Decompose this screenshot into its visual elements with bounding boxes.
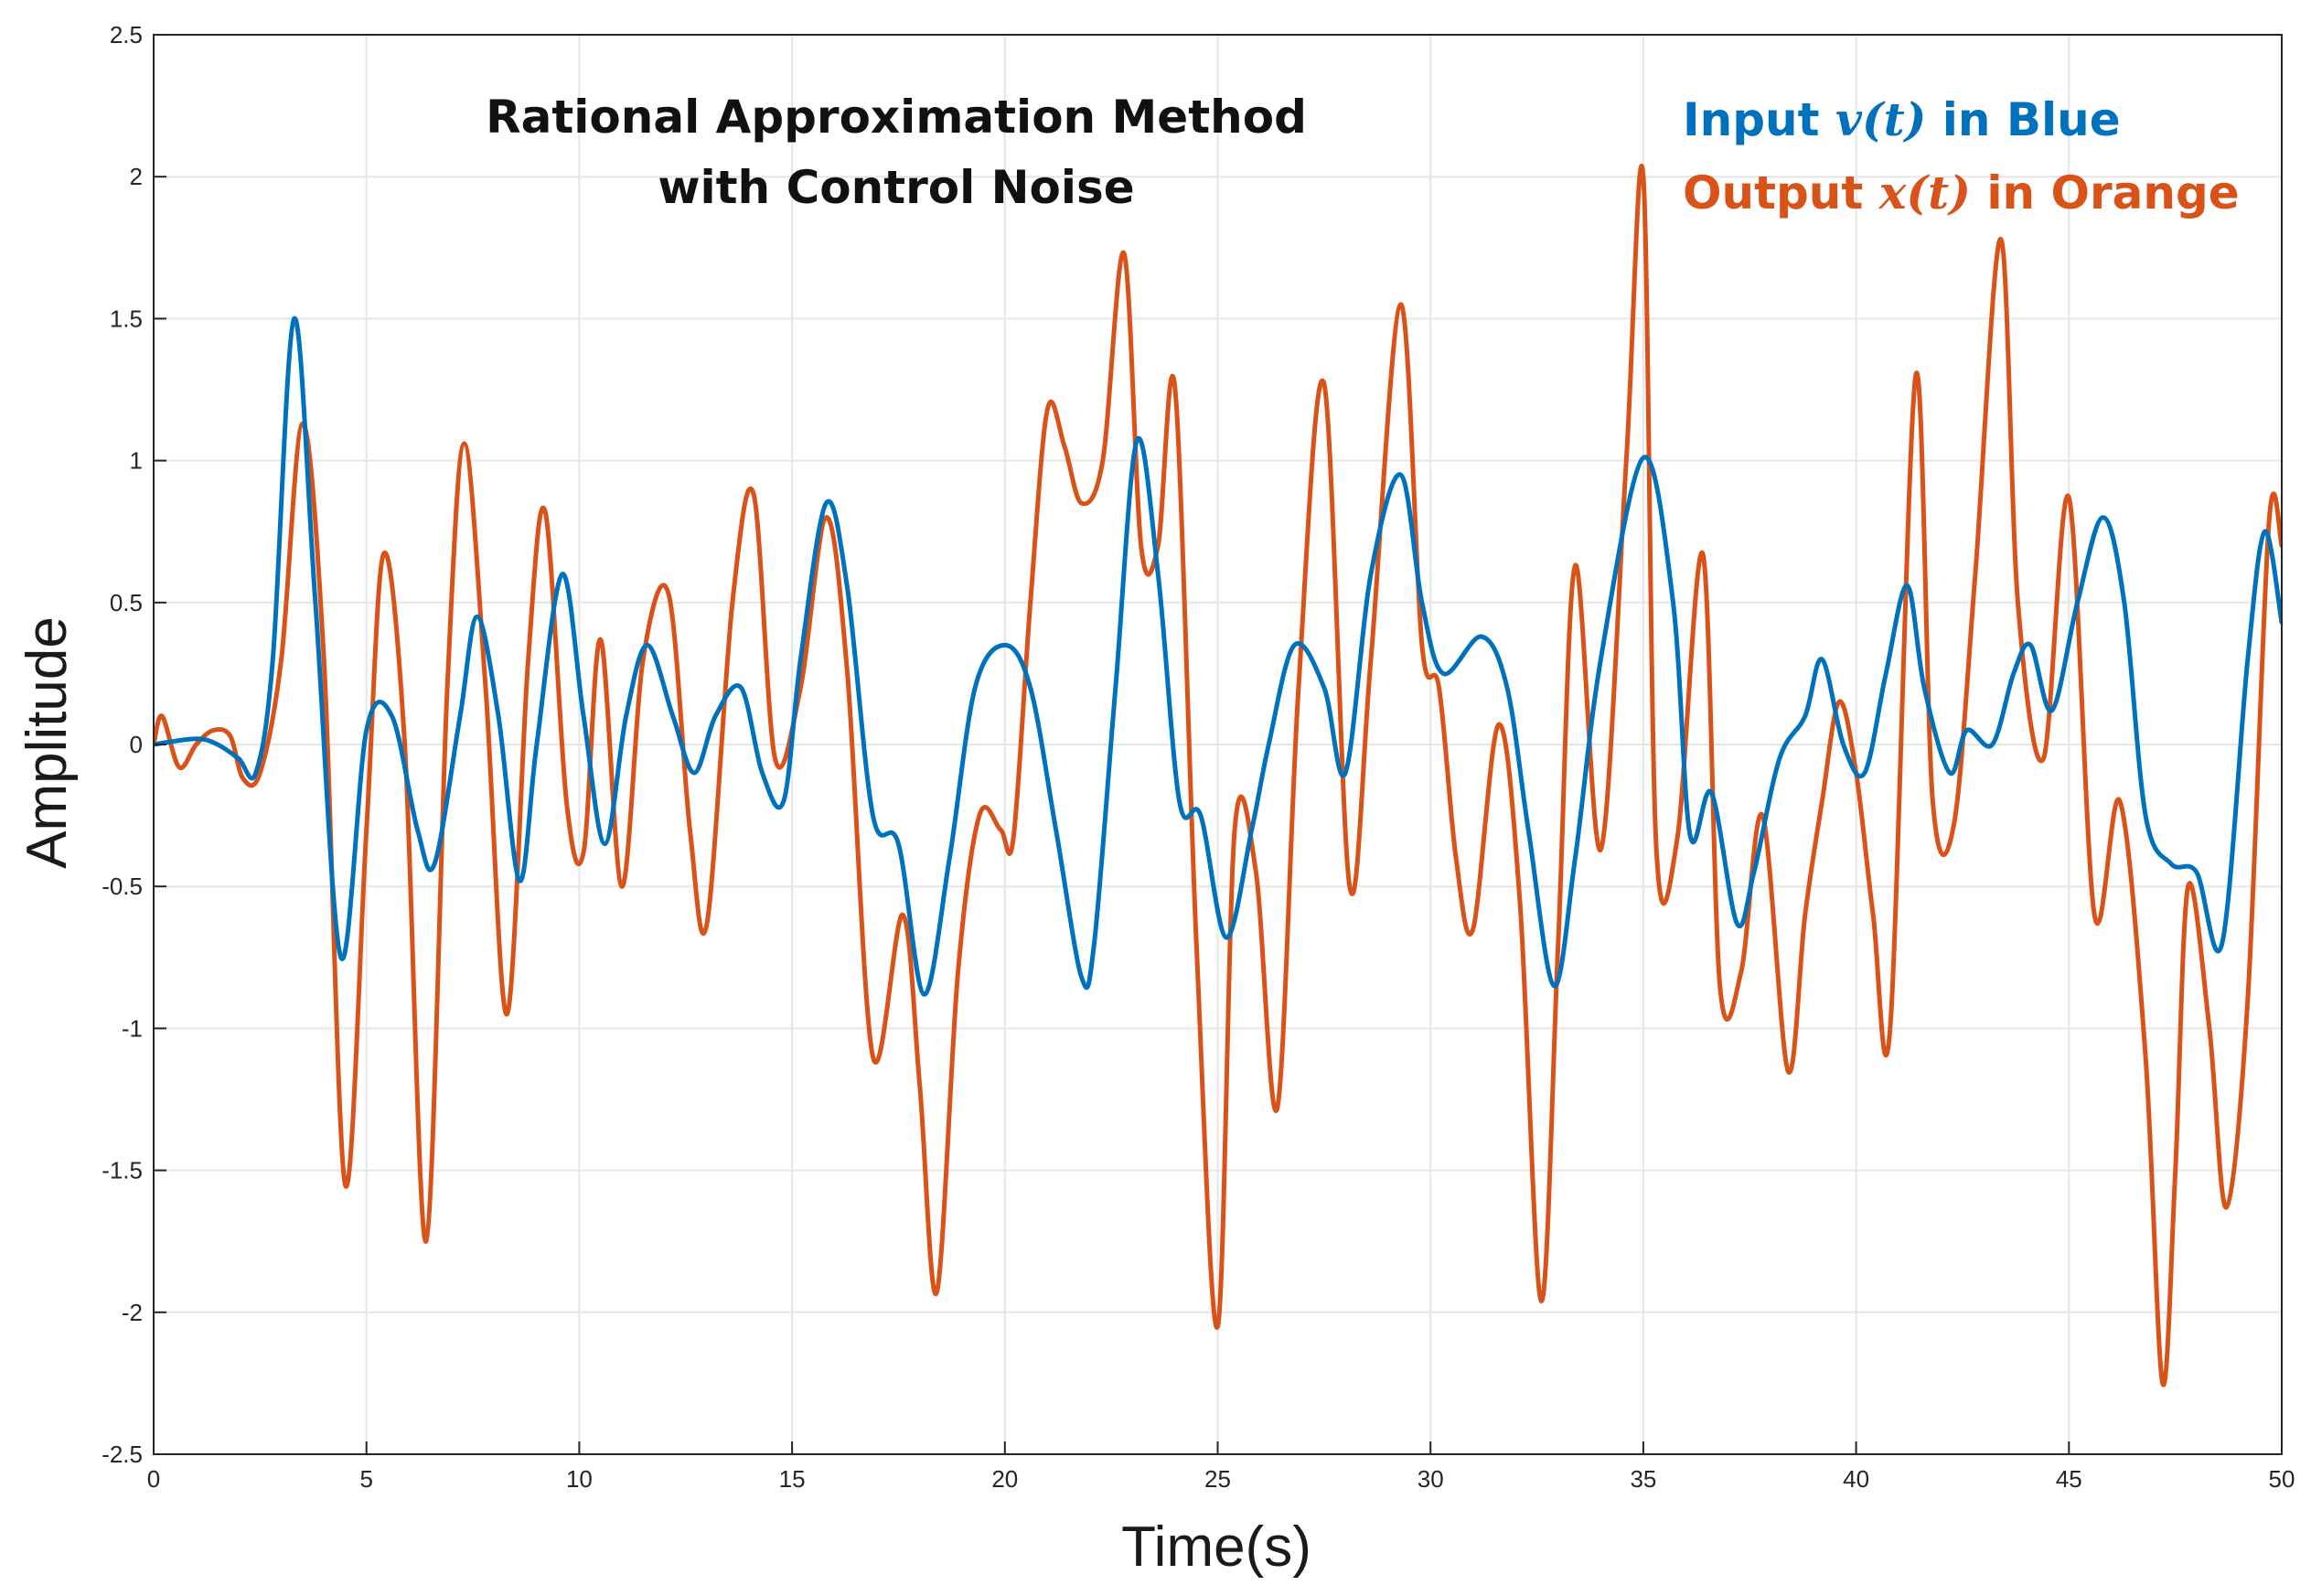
x-tick-label: 0 — [147, 1465, 160, 1493]
legend-output-prefix: Output — [1683, 166, 1879, 220]
x-tick-label: 10 — [566, 1465, 593, 1493]
series-lines — [154, 164, 2282, 1387]
y-tick-label: 1.5 — [110, 305, 143, 332]
x-tick-label: 35 — [1630, 1465, 1656, 1493]
output-series-line — [154, 164, 2282, 1387]
legend-output: Output x(t) in Orange — [1683, 166, 2240, 220]
legend-output-math: x(t) — [1878, 166, 1971, 220]
y-tick-label: -0.5 — [102, 873, 143, 900]
y-tick-label: 0 — [130, 731, 143, 758]
y-tick-label: 0.5 — [110, 589, 143, 616]
y-tick-label: 2 — [130, 163, 143, 190]
legend-input-math: v(t) — [1835, 92, 1926, 146]
chart-title-line-2: with Control Noise — [658, 161, 1134, 214]
legend-input-suffix: in Blue — [1926, 93, 2120, 146]
y-axis-label: Amplitude — [16, 616, 79, 869]
x-tick-label: 25 — [1204, 1465, 1231, 1493]
x-tick-label: 45 — [2056, 1465, 2082, 1493]
x-tick-label: 40 — [1843, 1465, 1869, 1493]
input-series-line — [154, 316, 2282, 997]
x-tick-label: 5 — [359, 1465, 372, 1493]
y-tick-label: -2 — [122, 1299, 143, 1326]
legend-input: Input v(t) in Blue — [1683, 92, 2121, 146]
chart-title-line-1: Rational Approximation Method — [486, 91, 1307, 144]
axis-ticks: 0 5 10 15 20 25 30 35 40 45 50 2.5 2 1.5 1 0.5 0 -0.5 -1 -1… — [102, 21, 2295, 1493]
y-tick-label: -1 — [122, 1014, 143, 1042]
x-tick-label: 15 — [779, 1465, 806, 1493]
x-tick-label: 20 — [991, 1465, 1018, 1493]
y-tick-label: 2.5 — [110, 21, 143, 48]
legend-output-suffix: in Orange — [1971, 166, 2240, 220]
y-tick-label: -1.5 — [102, 1157, 143, 1184]
y-tick-label: 1 — [130, 447, 143, 475]
y-tick-label: -2.5 — [102, 1441, 143, 1468]
x-axis-label: Time(s) — [1121, 1516, 1311, 1579]
legend-input-prefix: Input — [1683, 93, 1835, 146]
x-tick-label: 50 — [2269, 1465, 2295, 1493]
x-tick-label: 30 — [1418, 1465, 1444, 1493]
